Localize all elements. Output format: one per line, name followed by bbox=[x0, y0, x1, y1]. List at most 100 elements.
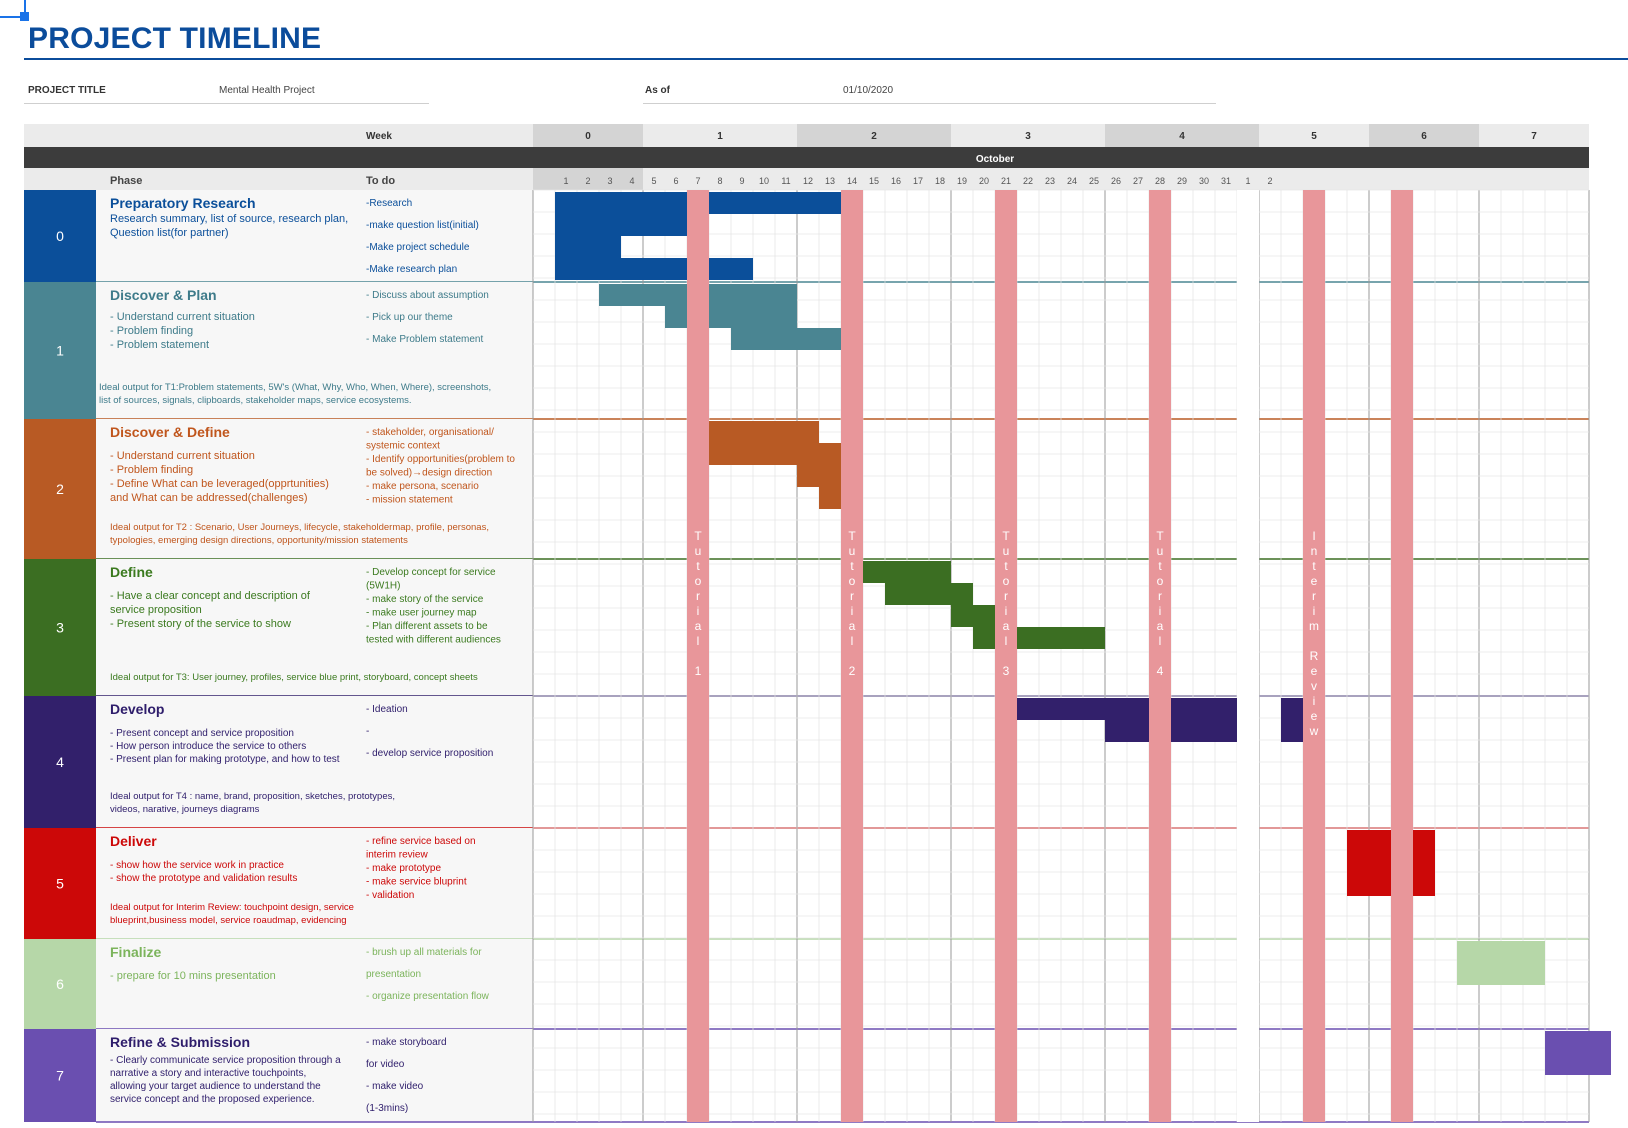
todo-item: - Develop concept for service bbox=[366, 567, 496, 578]
todo-item: - mission statement bbox=[366, 495, 453, 506]
day-label: 16 bbox=[891, 176, 901, 186]
todo-item: (1-3mins) bbox=[366, 1103, 408, 1114]
day-label: 1 bbox=[563, 176, 568, 186]
phase-description: - Understand current situation bbox=[110, 450, 255, 462]
milestone-label-char: n bbox=[1311, 544, 1318, 558]
week-label: Week bbox=[366, 131, 392, 142]
phase-row bbox=[24, 190, 533, 282]
phase-description: - Have a clear concept and description o… bbox=[110, 590, 311, 602]
as-of-underline bbox=[643, 103, 1216, 104]
todo-item: (5W1H) bbox=[366, 581, 400, 592]
phase-number-cell bbox=[24, 419, 96, 559]
day-label: 2 bbox=[1267, 176, 1272, 186]
task-bar bbox=[709, 443, 841, 465]
phase-description: - prepare for 10 mins presentation bbox=[110, 970, 276, 982]
selection-line-vertical bbox=[24, 0, 26, 12]
phase-row bbox=[24, 419, 533, 559]
week-number: 7 bbox=[1531, 131, 1537, 142]
todo-item: - bbox=[366, 726, 369, 737]
day-header-shade bbox=[533, 168, 643, 190]
day-label: 13 bbox=[825, 176, 835, 186]
day-label: 20 bbox=[979, 176, 989, 186]
phase-name: Develop bbox=[110, 701, 164, 717]
milestone-label-char: l bbox=[697, 634, 700, 648]
todo-item: - make storyboard bbox=[366, 1037, 447, 1048]
milestone-marker bbox=[841, 190, 863, 1122]
phase-ideal-output: Ideal output for T2 : Scenario, User Jou… bbox=[110, 522, 489, 533]
day-label: 21 bbox=[1001, 176, 1011, 186]
phase-ideal-output: videos, narative, journeys diagrams bbox=[110, 804, 260, 815]
day-label: 29 bbox=[1177, 176, 1187, 186]
phase-number-cell bbox=[24, 282, 96, 419]
task-bar bbox=[555, 214, 687, 236]
milestone-label-char: m bbox=[1309, 619, 1319, 633]
day-label: 9 bbox=[739, 176, 744, 186]
milestone-label-char: t bbox=[1312, 559, 1316, 573]
week-number: 4 bbox=[1179, 131, 1185, 142]
milestone-label-char: e bbox=[1311, 574, 1318, 588]
milestone-marker bbox=[995, 190, 1017, 1122]
todo-item: - make service bluprint bbox=[366, 877, 467, 888]
project-title-value[interactable]: Mental Health Project bbox=[219, 85, 315, 96]
phase-description: - Problem finding bbox=[110, 464, 193, 476]
todo-item: - validation bbox=[366, 890, 414, 901]
phase-description: narrative a story and interactive touchp… bbox=[110, 1068, 306, 1079]
project-title-underline bbox=[24, 103, 429, 104]
phase-ideal-output: blueprint,business model, service roaudm… bbox=[110, 915, 347, 926]
milestone-label-char: t bbox=[696, 559, 700, 573]
milestone-label-char: t bbox=[1158, 559, 1162, 573]
milestone-label-char: T bbox=[694, 529, 702, 543]
phase-ideal-output: Ideal output for T4 : name, brand, propo… bbox=[110, 791, 395, 802]
selection-line-horizontal bbox=[0, 16, 20, 18]
week-number: 1 bbox=[717, 131, 723, 142]
todo-item: interim review bbox=[366, 850, 428, 861]
task-bar bbox=[1017, 698, 1259, 720]
todo-item: - organize presentation flow bbox=[366, 991, 490, 1002]
day-label: 19 bbox=[957, 176, 967, 186]
page-title: PROJECT TIMELINE bbox=[28, 22, 322, 55]
todo-item: - stakeholder, organisational/ bbox=[366, 427, 494, 438]
milestone-label-char: 1 bbox=[695, 664, 702, 678]
phase-description: - show how the service work in practice bbox=[110, 860, 284, 871]
week-cell bbox=[1259, 124, 1369, 147]
milestone-label-char: e bbox=[1311, 709, 1318, 723]
phase-description: - Clearly communicate service propositio… bbox=[110, 1055, 341, 1066]
milestone-label-char: 4 bbox=[1157, 664, 1164, 678]
phase-description: Question list(for partner) bbox=[110, 227, 229, 239]
week-number: 2 bbox=[871, 131, 877, 142]
milestone-label-char: R bbox=[1310, 649, 1319, 663]
phase-name: Deliver bbox=[110, 833, 157, 849]
day-label: 22 bbox=[1023, 176, 1033, 186]
day-label: 30 bbox=[1199, 176, 1209, 186]
day-label: 28 bbox=[1155, 176, 1165, 186]
milestone-label-char: u bbox=[849, 544, 856, 558]
phase-ideal-output: Ideal output for Interim Review: touchpo… bbox=[110, 902, 354, 913]
task-bar bbox=[797, 465, 841, 487]
todo-item: - make user journey map bbox=[366, 608, 477, 619]
week-cell bbox=[643, 124, 797, 147]
phase-ideal-output: Ideal output for T3: User journey, profi… bbox=[110, 672, 478, 683]
phase-description: service concept and the proposed experie… bbox=[110, 1094, 315, 1105]
phase-description: allowing your target audience to underst… bbox=[110, 1081, 321, 1092]
week-cell bbox=[1369, 124, 1479, 147]
todo-item: - make persona, scenario bbox=[366, 481, 479, 492]
day-label: 3 bbox=[607, 176, 612, 186]
day-label: 1 bbox=[1245, 176, 1250, 186]
milestone-marker bbox=[1303, 190, 1325, 1122]
phase-number: 4 bbox=[56, 754, 64, 770]
selection-handle[interactable] bbox=[20, 12, 29, 21]
task-bar bbox=[555, 192, 687, 214]
phase-row bbox=[24, 282, 533, 419]
phase-description: - Present plan for making prototype, and… bbox=[110, 754, 340, 765]
milestone-label-char: i bbox=[697, 604, 700, 618]
as-of-value[interactable]: 01/10/2020 bbox=[843, 85, 894, 96]
todo-item: - make video bbox=[366, 1081, 424, 1092]
milestone-label-char: a bbox=[1157, 619, 1164, 633]
milestone-label-char: o bbox=[695, 574, 702, 588]
todo-item: for video bbox=[366, 1059, 405, 1070]
day-label: 23 bbox=[1045, 176, 1055, 186]
phase-description: - show the prototype and validation resu… bbox=[110, 873, 297, 884]
phase-row bbox=[24, 559, 533, 696]
day-label: 14 bbox=[847, 176, 857, 186]
task-bar bbox=[1457, 963, 1545, 985]
